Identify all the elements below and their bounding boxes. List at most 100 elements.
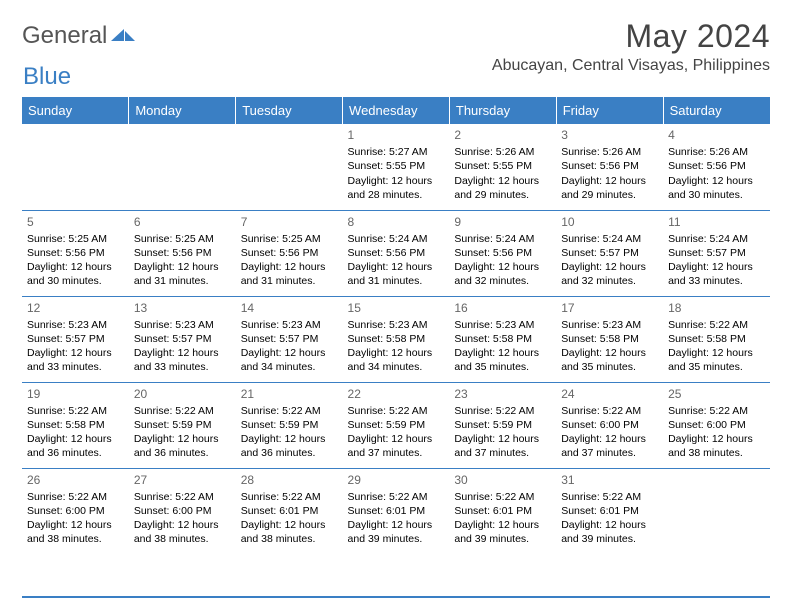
day-detail: Sunrise: 5:22 AM Sunset: 6:01 PM Dayligh… — [241, 490, 338, 547]
day-header-row: Sunday Monday Tuesday Wednesday Thursday… — [22, 97, 770, 124]
day-detail: Sunrise: 5:23 AM Sunset: 5:57 PM Dayligh… — [134, 318, 231, 375]
calendar-cell: 20Sunrise: 5:22 AM Sunset: 5:59 PM Dayli… — [129, 382, 236, 468]
calendar-cell — [236, 124, 343, 210]
calendar-cell: 18Sunrise: 5:22 AM Sunset: 5:58 PM Dayli… — [663, 296, 770, 382]
day-detail: Sunrise: 5:26 AM Sunset: 5:55 PM Dayligh… — [454, 145, 551, 202]
day-number: 15 — [348, 300, 445, 316]
calendar-cell: 8 Sunrise: 5:24 AM Sunset: 5:56 PM Daylig… — [343, 210, 450, 296]
day-detail: Sunrise: 5:22 AM Sunset: 5:59 PM Dayligh… — [134, 404, 231, 461]
calendar-cell: 11 Sunrise: 5:24 AM Sunset: 5:57 PM Dayli… — [663, 210, 770, 296]
calendar-cell: 15Sunrise: 5:23 AM Sunset: 5:58 PM Dayli… — [343, 296, 450, 382]
day-number: 2 — [454, 127, 551, 143]
title-block: May 2024 Abucayan, Central Visayas, Phil… — [492, 18, 770, 75]
calendar-cell: 24 Sunrise: 5:22 AM Sunset: 6:00 PM Dayli… — [556, 382, 663, 468]
day-detail: Sunrise: 5:22 AM Sunset: 6:00 PM Dayligh… — [134, 490, 231, 547]
calendar-row: 1Sunrise: 5:27 AM Sunset: 5:55 PM Daylig… — [22, 124, 770, 210]
calendar-cell: 16 Sunrise: 5:23 AM Sunset: 5:58 PM Dayli… — [449, 296, 556, 382]
col-sunday: Sunday — [22, 97, 129, 124]
day-number: 16 — [454, 300, 551, 316]
calendar-cell: 10 Sunrise: 5:24 AM Sunset: 5:57 PM Dayli… — [556, 210, 663, 296]
day-detail: Sunrise: 5:26 AM Sunset: 5:56 PM Dayligh… — [561, 145, 658, 202]
day-number: 27 — [134, 472, 231, 488]
calendar-cell: 29 Sunrise: 5:22 AM Sunset: 6:01 PM Dayli… — [343, 468, 450, 554]
calendar-cell: 22Sunrise: 5:22 AM Sunset: 5:59 PM Dayli… — [343, 382, 450, 468]
day-detail: Sunrise: 5:25 AM Sunset: 5:56 PM Dayligh… — [27, 232, 124, 289]
calendar-table: Sunday Monday Tuesday Wednesday Thursday… — [22, 97, 770, 554]
day-number: 19 — [27, 386, 124, 402]
calendar-cell: 17 Sunrise: 5:23 AM Sunset: 5:58 PM Dayli… — [556, 296, 663, 382]
calendar-cell: 7Sunrise: 5:25 AM Sunset: 5:56 PM Daylig… — [236, 210, 343, 296]
calendar-cell: 14 Sunrise: 5:23 AM Sunset: 5:57 PM Dayli… — [236, 296, 343, 382]
day-number: 12 — [27, 300, 124, 316]
col-thursday: Thursday — [449, 97, 556, 124]
day-number: 22 — [348, 386, 445, 402]
calendar-cell — [663, 468, 770, 554]
calendar-cell: 26Sunrise: 5:22 AM Sunset: 6:00 PM Dayli… — [22, 468, 129, 554]
day-number: 24 — [561, 386, 658, 402]
day-detail: Sunrise: 5:25 AM Sunset: 5:56 PM Dayligh… — [134, 232, 231, 289]
day-detail: Sunrise: 5:22 AM Sunset: 6:01 PM Dayligh… — [561, 490, 658, 547]
day-number: 29 — [348, 472, 445, 488]
day-number: 7 — [241, 214, 338, 230]
calendar-cell: 1Sunrise: 5:27 AM Sunset: 5:55 PM Daylig… — [343, 124, 450, 210]
calendar-cell: 2 Sunrise: 5:26 AM Sunset: 5:55 PM Daylig… — [449, 124, 556, 210]
day-number: 23 — [454, 386, 551, 402]
day-number: 21 — [241, 386, 338, 402]
day-detail: Sunrise: 5:23 AM Sunset: 5:57 PM Dayligh… — [241, 318, 338, 375]
col-tuesday: Tuesday — [236, 97, 343, 124]
day-detail: Sunrise: 5:22 AM Sunset: 5:59 PM Dayligh… — [241, 404, 338, 461]
day-detail: Sunrise: 5:24 AM Sunset: 5:57 PM Dayligh… — [561, 232, 658, 289]
day-detail: Sunrise: 5:22 AM Sunset: 6:00 PM Dayligh… — [668, 404, 765, 461]
day-detail: Sunrise: 5:24 AM Sunset: 5:56 PM Dayligh… — [454, 232, 551, 289]
day-number: 31 — [561, 472, 658, 488]
day-number: 1 — [348, 127, 445, 143]
day-detail: Sunrise: 5:22 AM Sunset: 6:00 PM Dayligh… — [27, 490, 124, 547]
day-detail: Sunrise: 5:23 AM Sunset: 5:57 PM Dayligh… — [27, 318, 124, 375]
day-detail: Sunrise: 5:23 AM Sunset: 5:58 PM Dayligh… — [561, 318, 658, 375]
calendar-cell: 4Sunrise: 5:26 AM Sunset: 5:56 PM Daylig… — [663, 124, 770, 210]
day-number: 28 — [241, 472, 338, 488]
brand-logo: General — [22, 18, 137, 50]
day-number: 25 — [668, 386, 765, 402]
calendar-cell: 19Sunrise: 5:22 AM Sunset: 5:58 PM Dayli… — [22, 382, 129, 468]
calendar-row: 19Sunrise: 5:22 AM Sunset: 5:58 PM Dayli… — [22, 382, 770, 468]
day-number: 30 — [454, 472, 551, 488]
calendar-cell: 12 Sunrise: 5:23 AM Sunset: 5:57 PM Dayli… — [22, 296, 129, 382]
calendar-cell — [129, 124, 236, 210]
calendar-cell: 25 Sunrise: 5:22 AM Sunset: 6:00 PM Dayli… — [663, 382, 770, 468]
day-detail: Sunrise: 5:22 AM Sunset: 5:59 PM Dayligh… — [454, 404, 551, 461]
calendar-cell: 30Sunrise: 5:22 AM Sunset: 6:01 PM Dayli… — [449, 468, 556, 554]
col-wednesday: Wednesday — [343, 97, 450, 124]
calendar-cell: 23 Sunrise: 5:22 AM Sunset: 5:59 PM Dayli… — [449, 382, 556, 468]
footer-rule — [22, 596, 770, 598]
calendar-cell — [22, 124, 129, 210]
day-number: 10 — [561, 214, 658, 230]
day-number: 5 — [27, 214, 124, 230]
day-number: 17 — [561, 300, 658, 316]
calendar-cell: 27 Sunrise: 5:22 AM Sunset: 6:00 PM Dayli… — [129, 468, 236, 554]
brand-part2: Blue — [23, 63, 71, 91]
day-number: 9 — [454, 214, 551, 230]
calendar-cell: 9 Sunrise: 5:24 AM Sunset: 5:56 PM Daylig… — [449, 210, 556, 296]
calendar-cell: 31 Sunrise: 5:22 AM Sunset: 6:01 PM Dayli… — [556, 468, 663, 554]
col-friday: Friday — [556, 97, 663, 124]
day-detail: Sunrise: 5:22 AM Sunset: 5:58 PM Dayligh… — [668, 318, 765, 375]
flag-icon — [111, 25, 135, 48]
day-detail: Sunrise: 5:22 AM Sunset: 6:00 PM Dayligh… — [561, 404, 658, 461]
calendar-cell: 3Sunrise: 5:26 AM Sunset: 5:56 PM Daylig… — [556, 124, 663, 210]
day-number: 14 — [241, 300, 338, 316]
day-number: 8 — [348, 214, 445, 230]
day-number: 4 — [668, 127, 765, 143]
day-detail: Sunrise: 5:22 AM Sunset: 6:01 PM Dayligh… — [348, 490, 445, 547]
calendar-row: 26Sunrise: 5:22 AM Sunset: 6:00 PM Dayli… — [22, 468, 770, 554]
calendar-cell: 21 Sunrise: 5:22 AM Sunset: 5:59 PM Dayli… — [236, 382, 343, 468]
day-detail: Sunrise: 5:24 AM Sunset: 5:56 PM Dayligh… — [348, 232, 445, 289]
calendar-cell: 28 Sunrise: 5:22 AM Sunset: 6:01 PM Dayli… — [236, 468, 343, 554]
col-saturday: Saturday — [663, 97, 770, 124]
month-title: May 2024 — [492, 18, 770, 55]
day-number: 11 — [668, 214, 765, 230]
day-detail: Sunrise: 5:23 AM Sunset: 5:58 PM Dayligh… — [454, 318, 551, 375]
col-monday: Monday — [129, 97, 236, 124]
calendar-cell: 6Sunrise: 5:25 AM Sunset: 5:56 PM Daylig… — [129, 210, 236, 296]
day-detail: Sunrise: 5:24 AM Sunset: 5:57 PM Dayligh… — [668, 232, 765, 289]
